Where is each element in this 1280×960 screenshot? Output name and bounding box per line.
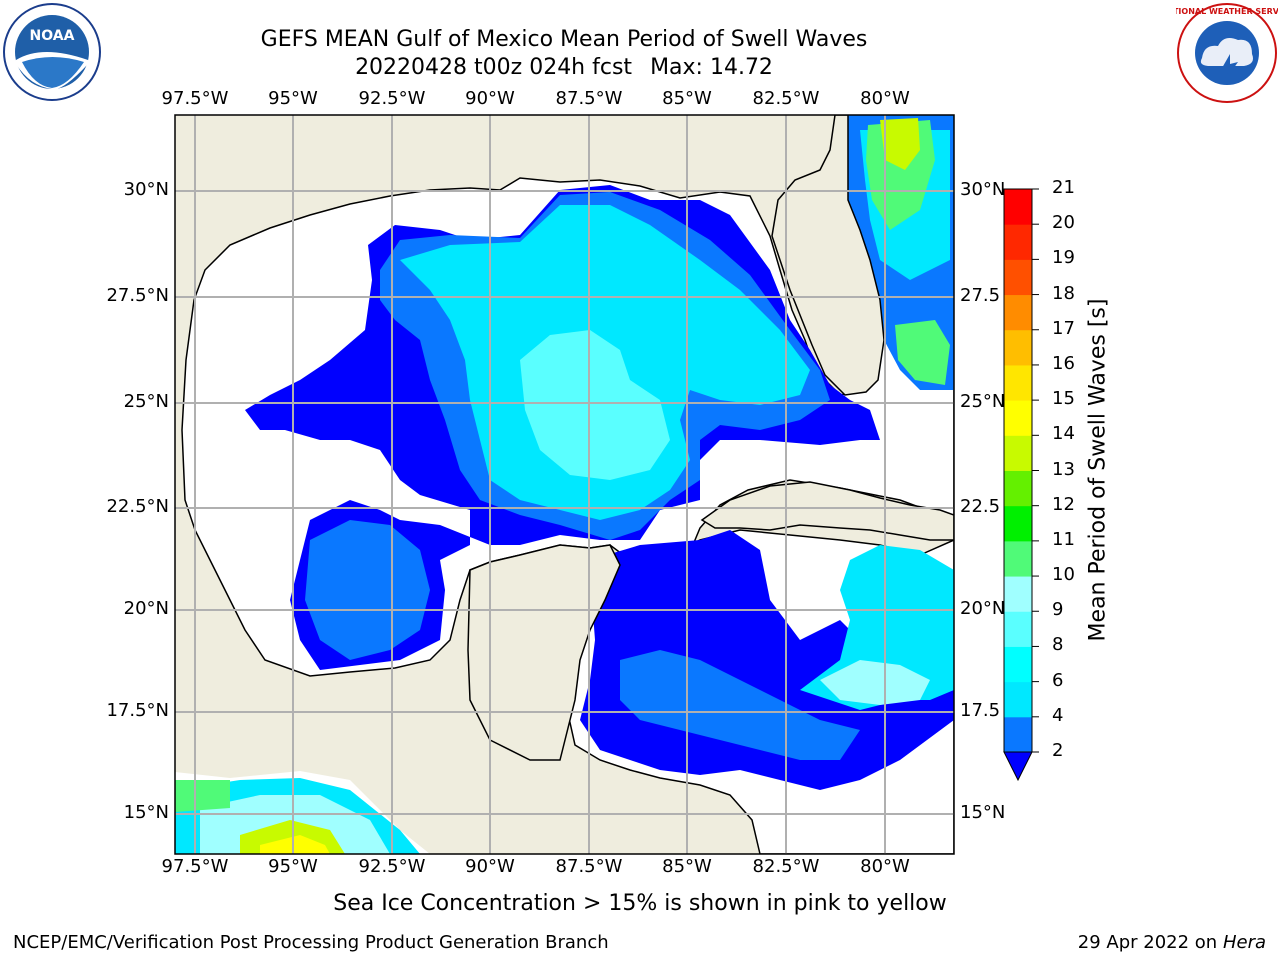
colorbar-tick-label: 20 <box>1052 212 1075 234</box>
colorbar-tick-label: 2 <box>1052 740 1064 761</box>
map-panel <box>175 115 954 854</box>
colorbar-segment <box>1004 294 1032 331</box>
nws-logo: NATIONAL WEATHER SERVICE <box>1161 2 1280 104</box>
swell-band-caribbean-cyan <box>800 545 954 710</box>
colorbar-segment <box>1004 400 1032 436</box>
lat-label-left: 30°N <box>123 179 169 200</box>
colorbar-tick-label: 8 <box>1052 634 1064 656</box>
lat-label-right: 22.5 <box>960 496 1001 517</box>
lon-label-bottom: 80°W <box>860 856 910 877</box>
footer-date-text: 29 Apr 2022 on <box>1077 932 1218 953</box>
lat-label-left: 25°N <box>123 391 169 412</box>
colorbar-segment <box>1004 505 1032 542</box>
forecast-time-label: 20220428 t00z 024h fcst <box>355 55 633 80</box>
colorbar-segment <box>1004 540 1032 577</box>
colorbar-segment <box>1004 435 1032 471</box>
colorbar-tick-label: 10 <box>1052 564 1075 586</box>
footer-host: Hera <box>1222 932 1266 953</box>
swell-band-caribbean-light <box>820 660 930 705</box>
nws-logo-text: NATIONAL WEATHER SERVICE <box>1176 7 1278 16</box>
florida-landmass <box>771 115 885 396</box>
colorbar-tick-label: 17 <box>1052 317 1075 339</box>
lat-label-right: 15°N <box>960 802 1006 823</box>
lon-label-bottom: 90°W <box>465 856 515 877</box>
lon-label-bottom: 97.5°W <box>161 856 229 877</box>
lon-label-top: 87.5°W <box>555 88 623 109</box>
lat-label-right: 30°N <box>960 179 1006 200</box>
colorbar-segment <box>1004 364 1032 401</box>
colorbar-segment <box>1004 329 1032 366</box>
colorbar-segment <box>1004 259 1032 296</box>
lon-label-top: 90°W <box>465 88 515 109</box>
lat-label-right: 20°N <box>960 598 1006 619</box>
lon-label-top: 82.5°W <box>752 88 820 109</box>
swell-band-pacific-green <box>175 780 230 812</box>
colorbar-segment <box>1004 716 1032 753</box>
map-frame <box>174 114 955 855</box>
colorbar-tick-label: 12 <box>1052 493 1075 515</box>
lat-label-left: 22.5°N <box>106 496 169 517</box>
lon-label-top: 92.5°W <box>358 88 426 109</box>
lon-label-bottom: 95°W <box>268 856 318 877</box>
colorbar-segment <box>1004 646 1032 683</box>
colorbar-tick-label: 13 <box>1052 458 1075 480</box>
colorbar-segment <box>1004 189 1032 225</box>
colorbar-segment <box>1004 576 1032 612</box>
colorbar-tick-label: 11 <box>1052 528 1075 550</box>
chart-subtitle: 20220428 t00z 024h fcst Max: 14.72 <box>0 55 1128 81</box>
colorbar-tick-label: 9 <box>1052 599 1064 621</box>
lat-label-right: 17.5 <box>960 700 1001 721</box>
colorbar-extend-min <box>1003 751 1033 782</box>
swell-band-pacific-yellow <box>260 835 330 854</box>
swell-band-atlantic-green-2 <box>895 320 950 385</box>
lat-label-left: 15°N <box>123 802 169 823</box>
colorbar-tick-label: 16 <box>1052 352 1075 374</box>
colorbar-tick-label: 21 <box>1052 177 1075 198</box>
lat-label-right: 27.5 <box>960 285 1001 306</box>
noaa-logo-text: NOAA <box>30 28 75 44</box>
max-value-label: Max: 14.72 <box>650 55 773 80</box>
swell-band-dodger-2 <box>305 520 430 660</box>
sea-ice-note: Sea Ice Concentration > 15% is shown in … <box>333 891 947 916</box>
colorbar-segment <box>1004 470 1032 507</box>
swell-band-atlantic-lime <box>880 118 920 170</box>
lon-label-top: 95°W <box>268 88 318 109</box>
colorbar-tick-label: 18 <box>1052 282 1075 304</box>
swell-band-lightcyan <box>520 330 670 480</box>
lon-label-bottom: 82.5°W <box>752 856 820 877</box>
chart-title: GEFS MEAN Gulf of Mexico Mean Period of … <box>260 27 868 52</box>
lon-label-top: 80°W <box>860 88 910 109</box>
colorbar-tick-label: 14 <box>1052 423 1075 445</box>
lon-label-bottom: 92.5°W <box>358 856 426 877</box>
lat-label-left: 20°N <box>123 598 169 619</box>
lat-label-left: 17.5°N <box>106 700 169 721</box>
colorbar <box>1003 188 1039 782</box>
cuba-landmass <box>700 481 954 541</box>
colorbar-tick-label: 19 <box>1052 247 1075 269</box>
colorbar-tick-label: 15 <box>1052 388 1075 410</box>
lon-label-bottom: 87.5°W <box>555 856 623 877</box>
swell-band-caribbean-dodger <box>620 650 860 760</box>
colorbar-segment <box>1004 681 1032 718</box>
lon-label-top: 85°W <box>662 88 712 109</box>
colorbar-segment <box>1004 224 1032 260</box>
map-gridlines <box>175 115 954 854</box>
footer-date: 29 Apr 2022 on Hera <box>1078 932 1266 953</box>
lon-label-bottom: 85°W <box>662 856 712 877</box>
lat-label-right: 25°N <box>960 391 1006 412</box>
colorbar-segment <box>1004 611 1032 647</box>
colorbar-tick-label: 6 <box>1052 669 1064 691</box>
noaa-logo: NOAA <box>2 2 102 102</box>
yucatan-landmass <box>467 544 621 761</box>
lat-label-left: 27.5°N <box>106 285 169 306</box>
colorbar-tick-label: 4 <box>1052 704 1064 726</box>
footer-branch: NCEP/EMC/Verification Post Processing Pr… <box>13 932 609 953</box>
colorbar-title: Mean Period of Swell Waves [s] <box>1085 298 1111 642</box>
lon-label-top: 97.5°W <box>161 88 229 109</box>
